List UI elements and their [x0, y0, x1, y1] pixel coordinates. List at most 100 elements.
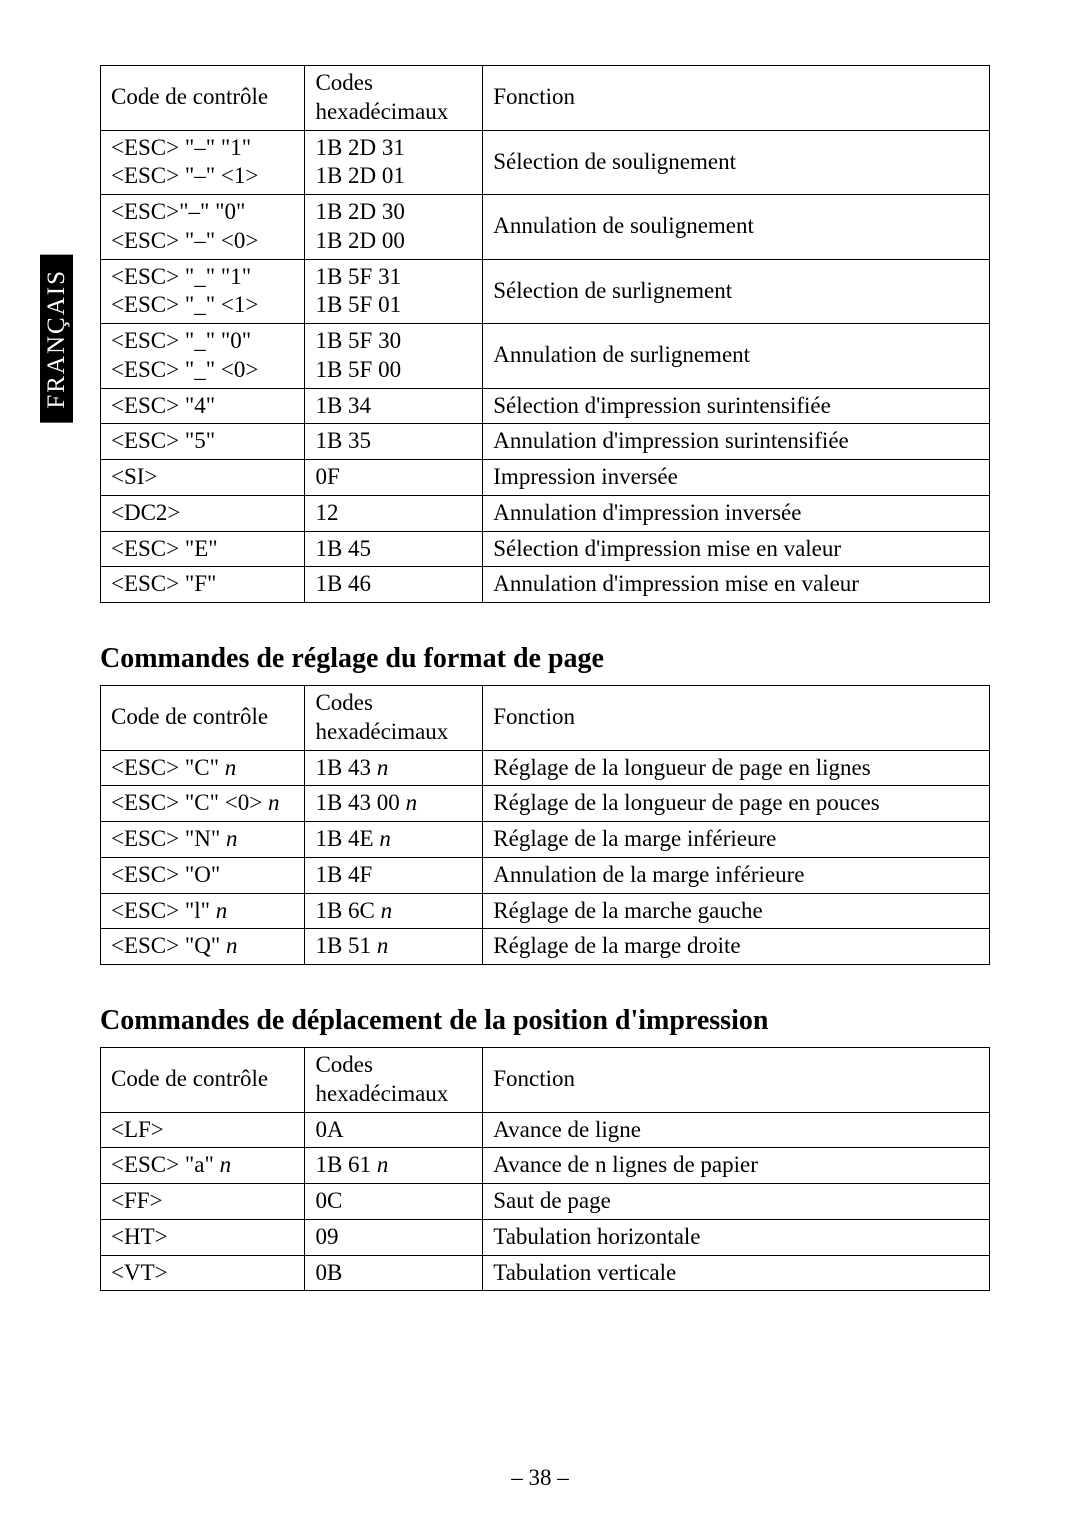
cell-hex: 1B 51 n — [305, 929, 483, 965]
cell-function: Sélection de soulignement — [483, 130, 990, 195]
cell-function: Avance de n lignes de papier — [483, 1148, 990, 1184]
cell-function: Sélection de surlignement — [483, 259, 990, 324]
sections-host: Code de contrôleCodeshexadécimauxFonctio… — [100, 65, 990, 1291]
cell-code: <HT> — [101, 1219, 305, 1255]
table-row: <FF>0CSaut de page — [101, 1184, 990, 1220]
cell-function: Impression inversée — [483, 460, 990, 496]
cell-hex: 1B 35 — [305, 424, 483, 460]
cell-hex: 09 — [305, 1219, 483, 1255]
cell-function: Annulation de soulignement — [483, 195, 990, 260]
cell-function: Annulation d'impression inversée — [483, 495, 990, 531]
table-row: <ESC> "Q" n1B 51 nRéglage de la marge dr… — [101, 929, 990, 965]
table-row: <ESC> "C" <0> n1B 43 00 nRéglage de la l… — [101, 786, 990, 822]
table-row: <ESC> "C" n1B 43 nRéglage de la longueur… — [101, 750, 990, 786]
cell-function: Réglage de la marge inférieure — [483, 822, 990, 858]
cell-code: <ESC> "N" n — [101, 822, 305, 858]
cell-hex: 1B 43 00 n — [305, 786, 483, 822]
cell-function: Tabulation horizontale — [483, 1219, 990, 1255]
cell-hex: 1B 5F 301B 5F 00 — [305, 324, 483, 389]
table-row: <DC2>12Annulation d'impression inversée — [101, 495, 990, 531]
cell-function: Réglage de la marge droite — [483, 929, 990, 965]
table-row: <ESC> "N" n1B 4E nRéglage de la marge in… — [101, 822, 990, 858]
cell-hex: 1B 6C n — [305, 893, 483, 929]
table-row: <ESC> "E"1B 45Sélection d'impression mis… — [101, 531, 990, 567]
cell-code: <FF> — [101, 1184, 305, 1220]
cell-hex: 0C — [305, 1184, 483, 1220]
page-number: – 38 – — [0, 1465, 1080, 1491]
table-row: <VT>0BTabulation verticale — [101, 1255, 990, 1291]
cell-hex: 12 — [305, 495, 483, 531]
table-row: <ESC> "–" "1"<ESC> "–" <1>1B 2D 311B 2D … — [101, 130, 990, 195]
cell-function: Annulation d'impression mise en valeur — [483, 567, 990, 603]
cell-code: <ESC> "–" "1"<ESC> "–" <1> — [101, 130, 305, 195]
section-heading: Commandes de réglage du format de page — [100, 643, 990, 675]
cell-function: Sélection d'impression mise en valeur — [483, 531, 990, 567]
table-row: <ESC> "4"1B 34Sélection d'impression sur… — [101, 388, 990, 424]
cell-code: <ESC> "O" — [101, 857, 305, 893]
cell-hex: 1B 2D 301B 2D 00 — [305, 195, 483, 260]
cell-function: Tabulation verticale — [483, 1255, 990, 1291]
cell-code: <ESC> "F" — [101, 567, 305, 603]
cell-code: <ESC> "E" — [101, 531, 305, 567]
cell-hex: 1B 4F — [305, 857, 483, 893]
cell-function: Annulation de surlignement — [483, 324, 990, 389]
cell-hex: 0A — [305, 1112, 483, 1148]
language-tab: FRANÇAIS — [40, 255, 73, 423]
col-header-code: Code de contrôle — [101, 1048, 305, 1113]
col-header-hex: Codeshexadécimaux — [305, 1048, 483, 1113]
cell-code: <SI> — [101, 460, 305, 496]
page: FRANÇAIS Code de contrôleCodeshexadécima… — [0, 0, 1080, 1529]
cell-code: <ESC> "_" "0"<ESC> "_" <0> — [101, 324, 305, 389]
table-row: <ESC> "_" "0"<ESC> "_" <0>1B 5F 301B 5F … — [101, 324, 990, 389]
col-header-code: Code de contrôle — [101, 66, 305, 131]
cell-hex: 1B 2D 311B 2D 01 — [305, 130, 483, 195]
col-header-function: Fonction — [483, 66, 990, 131]
cell-hex: 1B 5F 311B 5F 01 — [305, 259, 483, 324]
cell-code: <LF> — [101, 1112, 305, 1148]
cell-hex: 1B 43 n — [305, 750, 483, 786]
table-row: <ESC> "l" n1B 6C nRéglage de la marche g… — [101, 893, 990, 929]
data-table: Code de contrôleCodeshexadécimauxFonctio… — [100, 65, 990, 603]
table-row: <ESC>"–" "0"<ESC> "–" <0>1B 2D 301B 2D 0… — [101, 195, 990, 260]
cell-function: Réglage de la marche gauche — [483, 893, 990, 929]
table-row: <ESC> "F"1B 46Annulation d'impression mi… — [101, 567, 990, 603]
cell-code: <ESC> "C" n — [101, 750, 305, 786]
col-header-hex: Codeshexadécimaux — [305, 66, 483, 131]
cell-code: <DC2> — [101, 495, 305, 531]
table-row: <ESC> "O"1B 4FAnnulation de la marge inf… — [101, 857, 990, 893]
cell-hex: 1B 4E n — [305, 822, 483, 858]
cell-code: <ESC>"–" "0"<ESC> "–" <0> — [101, 195, 305, 260]
section-heading: Commandes de déplacement de la position … — [100, 1005, 990, 1037]
cell-function: Annulation d'impression surintensifiée — [483, 424, 990, 460]
table-row: <LF>0AAvance de ligne — [101, 1112, 990, 1148]
cell-function: Sélection d'impression surintensifiée — [483, 388, 990, 424]
cell-code: <ESC> "4" — [101, 388, 305, 424]
cell-function: Réglage de la longueur de page en lignes — [483, 750, 990, 786]
cell-hex: 1B 34 — [305, 388, 483, 424]
col-header-function: Fonction — [483, 1048, 990, 1113]
cell-function: Saut de page — [483, 1184, 990, 1220]
table-row: <ESC> "a" n1B 61 nAvance de n lignes de … — [101, 1148, 990, 1184]
table-row: <SI>0FImpression inversée — [101, 460, 990, 496]
cell-function: Réglage de la longueur de page en pouces — [483, 786, 990, 822]
cell-function: Avance de ligne — [483, 1112, 990, 1148]
table-row: <HT>09Tabulation horizontale — [101, 1219, 990, 1255]
cell-code: <ESC> "C" <0> n — [101, 786, 305, 822]
table-row: <ESC> "5"1B 35Annulation d'impression su… — [101, 424, 990, 460]
cell-code: <ESC> "_" "1"<ESC> "_" <1> — [101, 259, 305, 324]
cell-code: <ESC> "l" n — [101, 893, 305, 929]
cell-code: <VT> — [101, 1255, 305, 1291]
col-header-hex: Codeshexadécimaux — [305, 686, 483, 751]
cell-hex: 1B 46 — [305, 567, 483, 603]
cell-code: <ESC> "a" n — [101, 1148, 305, 1184]
col-header-code: Code de contrôle — [101, 686, 305, 751]
data-table: Code de contrôleCodeshexadécimauxFonctio… — [100, 685, 990, 965]
cell-hex: 1B 61 n — [305, 1148, 483, 1184]
cell-hex: 0B — [305, 1255, 483, 1291]
cell-hex: 1B 45 — [305, 531, 483, 567]
data-table: Code de contrôleCodeshexadécimauxFonctio… — [100, 1047, 990, 1291]
cell-hex: 0F — [305, 460, 483, 496]
table-row: <ESC> "_" "1"<ESC> "_" <1>1B 5F 311B 5F … — [101, 259, 990, 324]
cell-code: <ESC> "5" — [101, 424, 305, 460]
col-header-function: Fonction — [483, 686, 990, 751]
